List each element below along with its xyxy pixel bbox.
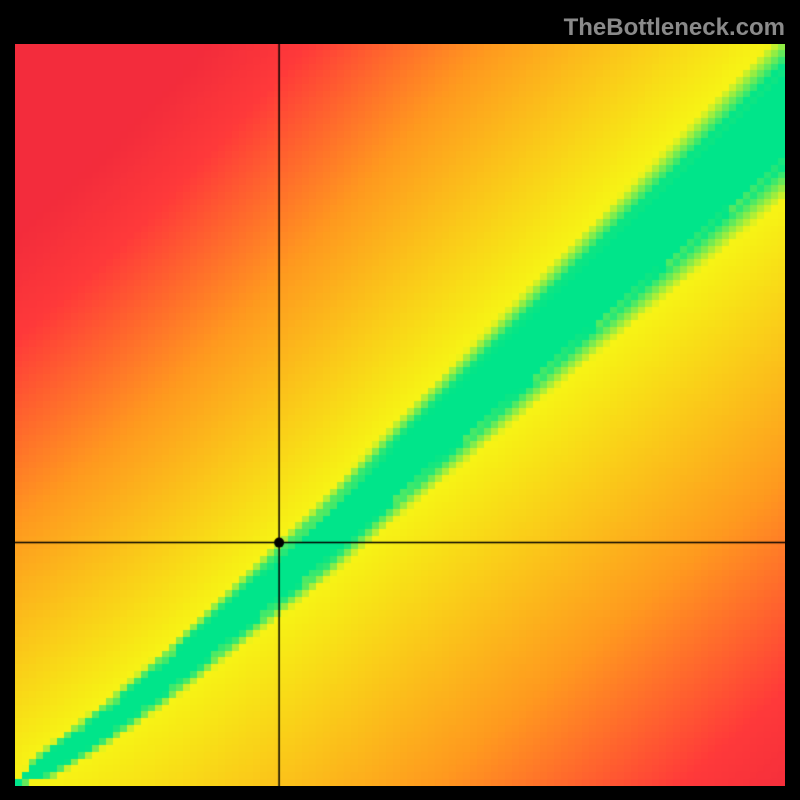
bottleneck-heatmap [15,44,785,786]
watermark-text: TheBottleneck.com [564,14,785,42]
chart-container: TheBottleneck.com [0,0,800,800]
